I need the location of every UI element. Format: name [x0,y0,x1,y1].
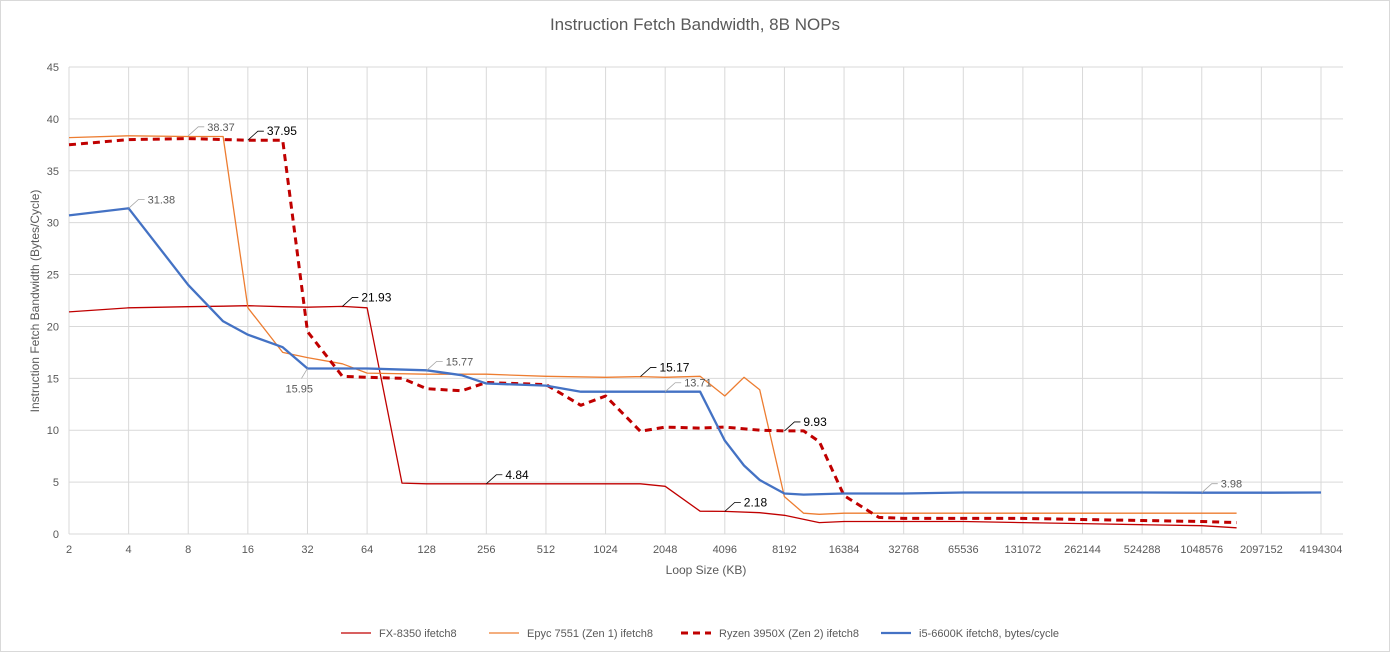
x-tick-label: 64 [361,544,373,556]
x-tick-label: 4096 [713,544,737,556]
data-label: 4.84 [505,468,529,482]
x-tick-label: 4194304 [1300,544,1343,556]
data-label: 3.98 [1221,479,1242,491]
x-tick-label: 2097152 [1240,544,1283,556]
data-label-leader [784,421,801,432]
series-lines [68,135,1322,529]
x-tick-label: 2 [66,544,72,556]
y-tick-labels: 0 5 10 15 20 25 30 35 40 45 [47,62,59,541]
data-label-leader [301,368,308,379]
data-label-leader [187,126,205,137]
y-tick-label: 0 [53,529,59,541]
x-tick-label: 32768 [888,544,919,556]
series-line-3 [68,137,1237,525]
x-tick-label: 524288 [1124,544,1161,556]
x-tick-label: 4 [126,544,132,556]
x-tick-label: 512 [537,544,555,556]
series-line-2 [68,135,1237,515]
series-line-4 [68,207,1322,496]
data-label-leader [247,130,264,141]
data-label: 15.77 [446,356,474,368]
y-tick-label: 25 [47,270,59,282]
x-tick-label: 128 [418,544,436,556]
data-label: 37.95 [267,124,297,138]
data-label-leader [1201,483,1218,493]
x-tick-label: 8 [185,544,191,556]
x-tick-label: 16 [242,544,254,556]
series-line-1 [68,305,1237,529]
data-label: 2.18 [744,495,768,509]
y-tick-label: 5 [53,477,59,489]
x-tick-label: 1048576 [1180,544,1223,556]
legend: FX-8350 ifetch8 Epyc 7551 (Zen 1) ifetch8… [341,628,1059,640]
data-label: 38.37 [207,122,235,134]
x-tick-label: 32 [301,544,313,556]
gridlines [68,66,1343,535]
x-tick-label: 8192 [772,544,796,556]
data-label: 15.17 [659,361,689,375]
chart-title: Instruction Fetch Bandwidth, 8B NOPs [550,15,840,34]
legend-entry: Ryzen 3950X (Zen 2) ifetch8 [719,628,859,640]
x-tick-label: 65536 [948,544,979,556]
y-axis-label: Instruction Fetch Bandwidth (Bytes/Cycle… [28,190,42,413]
x-tick-label: 16384 [829,544,860,556]
y-tick-label: 20 [47,321,59,333]
x-axis-label: Loop Size (KB) [666,563,747,577]
y-tick-label: 40 [47,114,59,126]
data-label: 9.93 [803,415,827,429]
y-tick-label: 15 [47,373,59,385]
legend-entry: FX-8350 ifetch8 [379,628,457,640]
y-tick-label: 30 [47,218,59,230]
data-label-leader [128,198,145,209]
data-labels: 38.37 37.95 31.38 21.93 15.95 15.77 15.17 13.71… [128,122,1242,512]
x-tick-label: 1024 [593,544,617,556]
legend-entry: i5-6600K ifetch8, bytes/cycle [919,628,1059,640]
data-label: 13.71 [684,378,712,390]
x-tick-label: 2048 [653,544,677,556]
x-tick-label: 262144 [1064,544,1101,556]
y-tick-label: 10 [47,425,59,437]
data-label-leader [342,297,359,307]
data-label: 31.38 [148,194,176,206]
y-tick-label: 45 [47,62,59,74]
data-label: 15.95 [285,383,313,395]
data-label-leader [724,501,741,512]
data-label-leader [426,360,443,371]
y-tick-label: 35 [47,166,59,178]
x-tick-label: 131072 [1005,544,1042,556]
data-label-leader [640,367,657,377]
data-label-leader [664,382,682,393]
data-label: 21.93 [361,290,391,304]
x-tick-labels: 2 4 8 16 32 64 128 256 512 1024 2048 4096 8192 16384 3… [66,544,1342,556]
data-label-leader [486,474,503,485]
x-tick-label: 256 [477,544,495,556]
legend-entry: Epyc 7551 (Zen 1) ifetch8 [527,628,653,640]
